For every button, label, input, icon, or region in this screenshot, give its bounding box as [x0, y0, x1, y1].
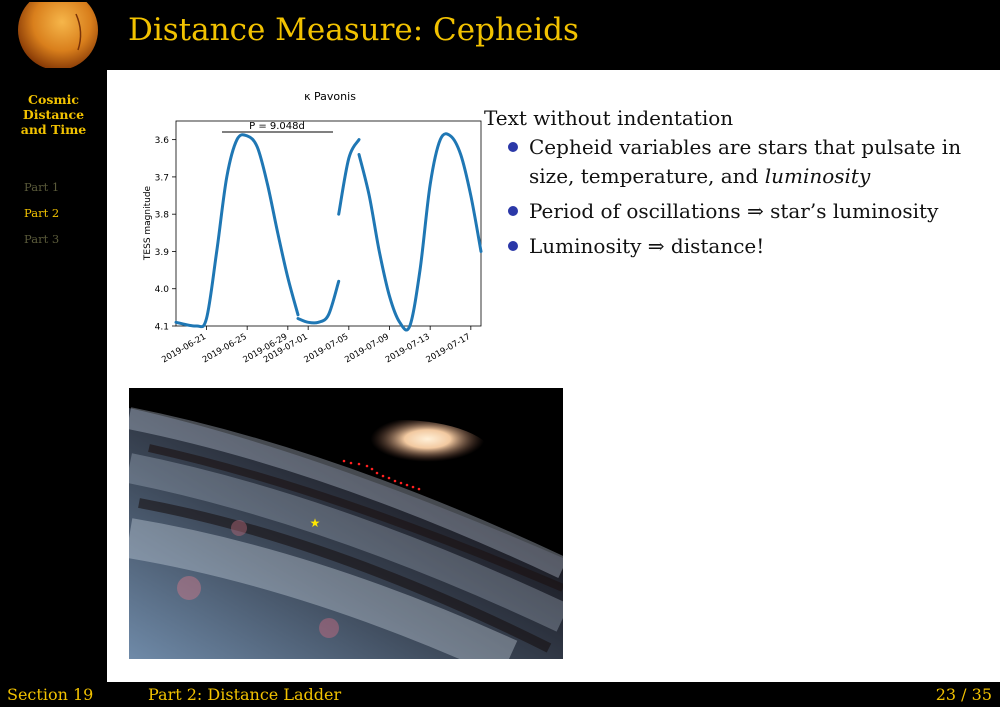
chart-title: κ Pavonis — [304, 90, 356, 103]
x-tick-label: 2019-07-05 — [303, 332, 351, 365]
y-axis-ticks: 3.6 3.7 3.8 3.9 4.0 4.1 — [155, 136, 176, 333]
sun-position-star-icon: ★ — [310, 516, 321, 530]
x-tick-label: 2019-07-09 — [343, 332, 391, 365]
galaxy-image: ★ — [125, 388, 570, 678]
x-tick-label: 2019-06-21 — [160, 332, 208, 365]
x-tick-label: 2019-07-17 — [425, 332, 473, 365]
y-tick-label: 4.1 — [155, 323, 169, 333]
y-tick-label: 4.0 — [155, 285, 170, 295]
series-line — [296, 279, 341, 325]
bullet-text: Luminosity ⇒ distance! — [529, 234, 765, 258]
footer-bar: Section 19 Part 2: Distance Ladder 23 / … — [0, 682, 1000, 707]
sidebar-item-part-3[interactable]: Part 3 — [24, 232, 60, 246]
y-tick-label: 3.9 — [155, 248, 170, 258]
bullet-text: Period of oscillations ⇒ star’s luminosi… — [529, 199, 939, 223]
light-curve-svg: κ Pavonis 3.63.73.83.94.04.1 2019-06-212… — [143, 90, 483, 365]
bullet-item: Period of oscillations ⇒ star’s luminosi… — [484, 197, 984, 226]
sidebar-title-line: and Time — [20, 122, 87, 137]
footer-part: Part 2: Distance Ladder — [148, 685, 342, 704]
light-curve-chart: κ Pavonis 3.6 3.7 3.8 3.9 4.0 4.1 2019-06-21 2… — [118, 80, 488, 380]
y-tick-label: 3.6 — [155, 136, 170, 146]
x-axis-ticks: 2019-06-212019-06-252019-06-292019-07-01… — [160, 326, 472, 365]
bullet-list: Cepheid variables are stars that pulsate… — [484, 133, 984, 261]
x-tick-label: 2019-06-25 — [201, 332, 249, 365]
series-line — [337, 138, 361, 216]
page-title: Distance Measure: Cepheids — [128, 12, 579, 48]
sidebar-title-line: Distance — [22, 107, 85, 122]
sidebar-title-line: Cosmic — [28, 92, 79, 107]
sidebar-item-part-1[interactable]: Part 1 — [24, 180, 60, 194]
bullet-item: Luminosity ⇒ distance! — [484, 232, 984, 261]
footer-page-number: 23 / 35 — [935, 685, 992, 704]
header-bar: Distance Measure: Cepheids — [0, 0, 1000, 70]
series-line — [174, 133, 300, 329]
sidebar-item-part-2[interactable]: Part 2 — [24, 206, 60, 220]
footer-section: Section 19 — [7, 685, 94, 704]
y-axis-label: TESS magnitude — [143, 185, 153, 261]
plot-frame — [175, 120, 482, 327]
series-group — [174, 132, 483, 332]
bullet-item: Cepheid variables are stars that pulsate… — [484, 133, 984, 191]
y-tick-label: 3.7 — [155, 173, 169, 183]
sidebar-title: Cosmic Distance and Time — [0, 92, 107, 137]
milky-way-illustration: ★ — [125, 388, 570, 678]
series-line — [357, 132, 483, 332]
cepheid-markers — [342, 459, 421, 491]
bullet-emphasis: luminosity — [764, 164, 871, 188]
x-tick-label: 2019-07-13 — [384, 332, 432, 365]
y-tick-label: 3.8 — [155, 211, 170, 221]
sidebar: Cosmic Distance and Time Part 1 Part 2 P… — [0, 70, 107, 682]
intro-text: Text without indentation — [484, 106, 734, 130]
sun-logo-icon — [18, 2, 98, 68]
bullet-text: Cepheid variables are stars that pulsate… — [529, 135, 962, 188]
period-label: P = 9.048d — [249, 121, 305, 132]
slide-text: Text without indentation Cepheid variabl… — [484, 104, 984, 267]
